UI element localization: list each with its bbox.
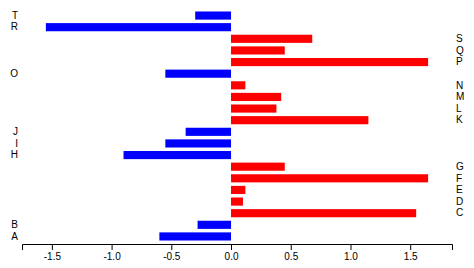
bar (46, 23, 231, 31)
category-tick: B (11, 219, 18, 230)
x-tick: 0.5 (284, 244, 298, 262)
x-axis: -1.5 -1.0 -0.5 0.0 0.5 1.0 1.5 (23, 244, 453, 262)
y-axis-right: SQP NMLK GFEDC (456, 33, 464, 218)
category-label: G (456, 161, 464, 172)
category-label: H (11, 149, 18, 160)
category-label: S (456, 33, 463, 44)
chart-container: -1.5 -1.0 -0.5 0.0 0.5 1.0 1.5 TR O JIH BA SQP NMLK G… (0, 0, 474, 268)
category-label: R (11, 21, 18, 32)
x-tick-label: -0.5 (163, 251, 181, 262)
category-tick: O (10, 68, 18, 79)
category-label: M (456, 91, 464, 102)
bar (195, 11, 231, 19)
category-label: C (456, 207, 463, 218)
bar (231, 35, 312, 43)
category-label: B (11, 219, 18, 230)
category-tick: N (456, 80, 463, 91)
category-label: D (456, 196, 463, 207)
x-tick: 1.5 (404, 244, 418, 262)
x-tick-mark (231, 244, 232, 250)
category-tick: C (456, 207, 463, 218)
bar (231, 163, 285, 171)
x-tick-mark (291, 244, 292, 250)
category-label: Q (456, 45, 464, 56)
x-tick-mark (52, 244, 53, 250)
x-tick-mark (350, 244, 351, 250)
category-tick: E (456, 184, 463, 195)
category-label: A (11, 231, 18, 242)
x-tick: 1.0 (344, 244, 358, 262)
x-tick-mark (410, 244, 411, 250)
category-label: T (12, 10, 18, 21)
category-label: N (456, 80, 463, 91)
x-axis-line (23, 245, 453, 251)
category-tick: M (456, 91, 464, 102)
x-tick: 0.0 (225, 244, 239, 262)
category-tick: I (15, 138, 18, 149)
bars (46, 11, 428, 240)
category-tick: D (456, 196, 463, 207)
category-tick: P (456, 56, 463, 67)
bar (165, 139, 231, 147)
x-tick: -1.5 (44, 244, 62, 262)
category-tick: S (456, 33, 463, 44)
bar (231, 116, 368, 124)
category-tick: G (456, 161, 464, 172)
y-axis-left: TR O JIH BA (10, 10, 18, 242)
category-label: O (10, 68, 18, 79)
category-tick: R (11, 21, 18, 32)
category-tick: L (456, 103, 462, 114)
x-tick-label: -1.0 (103, 251, 121, 262)
x-tick-label: -1.5 (44, 251, 62, 262)
x-tick-mark (171, 244, 172, 250)
category-label: I (15, 138, 18, 149)
category-label: J (13, 126, 18, 137)
category-label: K (456, 114, 463, 125)
category-tick: F (456, 173, 462, 184)
bar (231, 197, 243, 205)
bar (231, 58, 428, 66)
x-tick-mark (112, 244, 113, 250)
bar (231, 209, 416, 217)
category-label: P (456, 56, 463, 67)
bar (231, 93, 281, 101)
category-label: L (456, 103, 462, 114)
bar (159, 232, 231, 240)
category-tick: Q (456, 45, 464, 56)
category-label: E (456, 184, 463, 195)
x-tick-label: 1.5 (404, 251, 418, 262)
x-tick: -1.0 (103, 244, 121, 262)
x-tick: -0.5 (163, 244, 181, 262)
bar (231, 104, 276, 112)
category-tick: A (11, 231, 18, 242)
category-tick: T (12, 10, 18, 21)
x-tick-label: 0.5 (284, 251, 298, 262)
category-label: F (456, 173, 462, 184)
bar (231, 81, 245, 89)
category-tick: K (456, 114, 463, 125)
category-tick: J (13, 126, 18, 137)
x-tick-label: 1.0 (344, 251, 358, 262)
plot: -1.5 -1.0 -0.5 0.0 0.5 1.0 1.5 TR O JIH BA SQP NMLK G… (10, 10, 464, 262)
bar (165, 70, 231, 78)
bar (198, 221, 231, 229)
category-tick: H (11, 149, 18, 160)
bar (124, 151, 231, 159)
x-tick-label: 0.0 (225, 251, 239, 262)
bar (186, 128, 231, 136)
bar (231, 46, 285, 54)
bar (231, 174, 428, 182)
chart-svg: -1.5 -1.0 -0.5 0.0 0.5 1.0 1.5 TR O JIH BA SQP NMLK G… (0, 0, 474, 268)
bar (231, 186, 245, 194)
